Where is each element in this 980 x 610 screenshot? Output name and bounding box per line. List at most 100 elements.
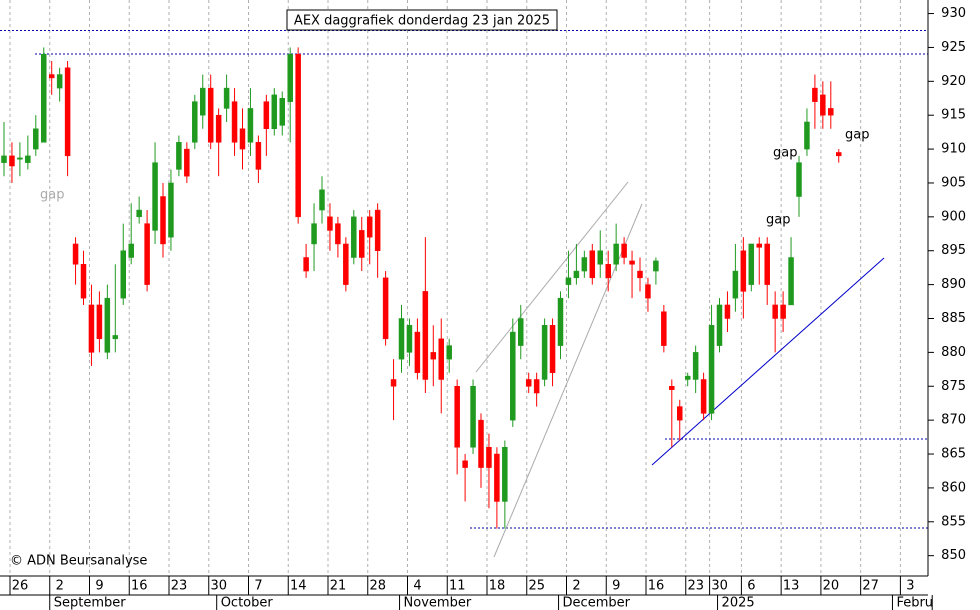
candle-body [327, 216, 333, 231]
candle-body [414, 331, 421, 373]
candle-body [17, 157, 23, 160]
candle-body [287, 53, 293, 102]
candle-body [263, 101, 270, 130]
candle-body [804, 121, 810, 150]
candle-body [33, 128, 39, 150]
candle-body [573, 270, 580, 279]
candle-body [160, 196, 166, 245]
candle-body [748, 243, 755, 285]
candle-body [96, 304, 103, 340]
x-tick-label: 25 [528, 579, 545, 594]
candle-body [136, 209, 142, 218]
candle-body [422, 291, 429, 380]
candle-body [25, 155, 31, 163]
candle-body [398, 318, 405, 360]
x-tick-label: 18 [489, 579, 506, 594]
candle-body [796, 162, 802, 197]
candle-body [279, 98, 285, 126]
y-tick-label: 895 [941, 243, 966, 258]
candle-body [152, 162, 158, 231]
candle-body [247, 108, 254, 143]
y-tick-label: 930 [941, 6, 966, 21]
candle-body [144, 223, 150, 285]
candle-body [732, 270, 739, 299]
x-tick-label: 11 [449, 579, 466, 594]
x-tick-label: 16 [648, 579, 665, 594]
candle-body [88, 304, 95, 353]
candle-body [605, 264, 611, 279]
annotation: gap [766, 213, 790, 228]
candle-body [661, 311, 667, 346]
month-label: October [221, 596, 274, 610]
candle-body [41, 53, 47, 143]
candle-body [478, 419, 484, 468]
candle-body [231, 101, 238, 143]
candle-body [589, 250, 596, 279]
y-tick-label: 855 [941, 514, 966, 529]
candles [1, 47, 842, 529]
candle-body [303, 257, 309, 272]
candle-body [9, 155, 15, 167]
x-tick-label: 7 [254, 579, 262, 594]
candle-body [716, 304, 723, 346]
candle-body [390, 379, 397, 387]
candle-body [756, 243, 762, 248]
x-tick-label: 16 [131, 579, 148, 594]
x-tick-label: 23 [171, 579, 188, 594]
candle-body [56, 74, 63, 89]
candle-body [565, 277, 572, 285]
candle-body [525, 379, 532, 387]
x-tick-label: 30 [711, 579, 728, 594]
candle-body [239, 128, 246, 150]
x-tick-label: 3 [906, 579, 914, 594]
y-tick-label: 870 [941, 413, 966, 428]
candle-body [80, 264, 87, 299]
candle-body [669, 386, 675, 390]
candle-body [215, 114, 222, 143]
candle-body [645, 284, 651, 299]
y-tick-label: 900 [941, 209, 966, 224]
candle-body [374, 209, 381, 251]
x-tick-label: 20 [823, 579, 840, 594]
candle-body [692, 352, 699, 380]
candle-body [207, 87, 214, 143]
candle-body [613, 243, 619, 265]
candle-body [637, 270, 643, 279]
candle-body [820, 94, 826, 116]
month-label: December [563, 596, 631, 610]
annotation: gap [845, 128, 869, 143]
candle-body [184, 148, 190, 177]
candle-body [549, 325, 556, 373]
x-tick-label: 9 [95, 579, 103, 594]
month-label: 2025 [722, 596, 755, 610]
x-tick-label: 23 [687, 579, 704, 594]
x-tick-label: 14 [290, 579, 307, 594]
candle-body [112, 335, 119, 340]
candle-body [271, 94, 278, 130]
x-tick-label: 2 [56, 579, 64, 594]
y-tick-label: 875 [941, 379, 966, 394]
x-tick-label: 4 [413, 579, 421, 594]
x-tick-label: 30 [210, 579, 227, 594]
candle-body [1, 155, 7, 163]
candle-body [311, 223, 317, 245]
candle-body [104, 297, 111, 353]
candle-body [812, 87, 818, 102]
candle-body [366, 216, 373, 238]
x-tick-label: 2 [572, 579, 580, 594]
candle-body [700, 379, 707, 414]
y-tick-label: 880 [941, 345, 966, 360]
candle-body [295, 53, 301, 218]
candle-body [764, 243, 770, 285]
candle-body [533, 379, 540, 394]
x-tick-label: 21 [330, 579, 347, 594]
candle-body [724, 304, 731, 319]
x-tick-label: 27 [862, 579, 879, 594]
candle-body [406, 325, 413, 353]
candle-body [176, 142, 182, 170]
candle-body [72, 243, 79, 265]
candle-body [200, 87, 206, 116]
x-tick-label: 28 [369, 579, 386, 594]
candle-body [343, 243, 349, 285]
